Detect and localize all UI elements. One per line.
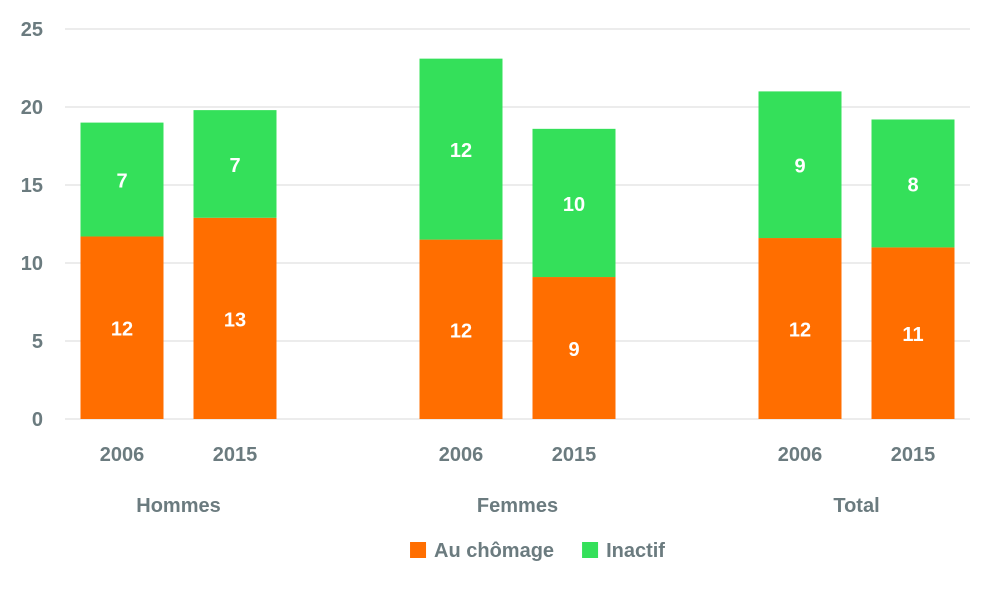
y-tick-label: 20 bbox=[21, 97, 43, 119]
y-tick-label: 10 bbox=[21, 253, 43, 275]
data-label: 13 bbox=[224, 309, 246, 331]
bar-segment bbox=[80, 236, 164, 419]
group-label: Hommes bbox=[136, 495, 220, 517]
bar-segment bbox=[193, 110, 277, 218]
bar-segment bbox=[419, 239, 503, 419]
data-label: 8 bbox=[907, 174, 918, 196]
bar-segment bbox=[758, 91, 842, 239]
bar-segment bbox=[871, 247, 955, 419]
legend-swatch bbox=[410, 542, 427, 558]
data-label: 7 bbox=[116, 171, 127, 193]
data-label: 12 bbox=[450, 320, 472, 342]
x-tick-label: 2006 bbox=[778, 444, 823, 466]
data-label: 7 bbox=[229, 155, 240, 177]
bar-segment bbox=[532, 277, 616, 419]
x-tick-label: 2006 bbox=[439, 444, 484, 466]
data-label: 12 bbox=[111, 319, 133, 341]
data-label: 9 bbox=[794, 156, 805, 178]
x-tick-label: 2015 bbox=[891, 444, 936, 466]
data-label: 12 bbox=[450, 140, 472, 162]
x-tick-label: 2006 bbox=[100, 444, 145, 466]
legend-label: Au chômage bbox=[434, 540, 554, 562]
bar-segment bbox=[419, 58, 503, 240]
y-tick-label: 0 bbox=[32, 409, 43, 431]
y-tick-label: 5 bbox=[32, 331, 43, 353]
bar-segment bbox=[80, 122, 164, 237]
group-label: Femmes bbox=[477, 495, 558, 517]
x-tick-label: 2015 bbox=[552, 444, 597, 466]
legend-swatch bbox=[582, 542, 599, 558]
bar-segment bbox=[758, 238, 842, 419]
data-label: 9 bbox=[568, 339, 579, 361]
legend: Au chômage Inactif bbox=[410, 540, 665, 562]
legend-label: Inactif bbox=[606, 540, 665, 562]
data-label: 11 bbox=[902, 324, 923, 346]
bar-segment bbox=[193, 217, 277, 419]
x-tick-label: 2015 bbox=[213, 444, 258, 466]
group-label: Total bbox=[833, 495, 879, 517]
data-label: 10 bbox=[563, 194, 585, 216]
bar-segment bbox=[871, 119, 955, 248]
labels-layer: 0 5 10 15 20 25 12 7 2006 13 7 2015 Hommes 12 12 2006 9 1… bbox=[21, 19, 936, 517]
y-tick-label: 15 bbox=[21, 175, 43, 197]
bar-segment bbox=[532, 128, 616, 278]
data-label: 12 bbox=[789, 320, 811, 342]
y-tick-label: 25 bbox=[21, 19, 43, 41]
bars-layer bbox=[80, 58, 955, 419]
